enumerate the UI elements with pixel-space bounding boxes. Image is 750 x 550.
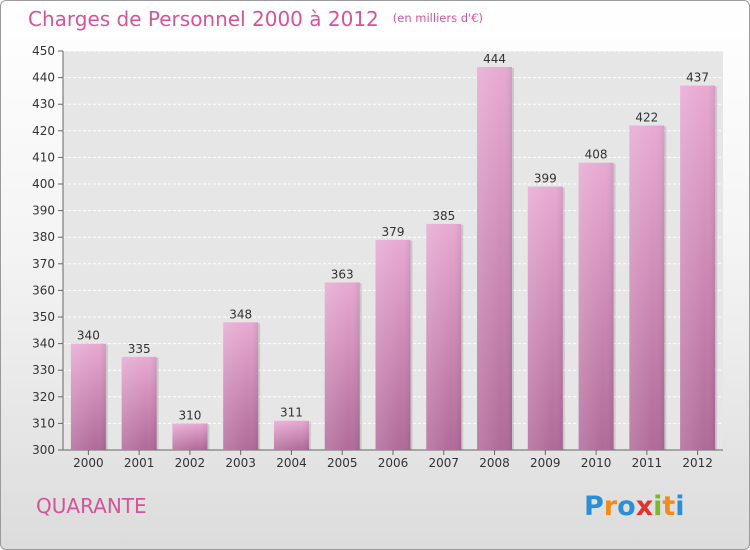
y-tick-label: 310 (32, 416, 55, 430)
bar-shade (527, 186, 563, 450)
bar-value-label: 363 (331, 267, 354, 281)
bar-shade (324, 282, 360, 450)
x-tick-label: 2009 (530, 456, 561, 470)
x-tick-label: 2010 (581, 456, 612, 470)
x-tick-label: 2004 (276, 456, 307, 470)
logo-letter: t (662, 491, 676, 522)
x-tick-label: 2007 (428, 456, 459, 470)
bar-shade (121, 356, 157, 450)
x-tick-label: 2011 (632, 456, 663, 470)
y-tick-label: 430 (32, 97, 55, 111)
x-tick-label: 2005 (327, 456, 358, 470)
bar-value-label: 311 (280, 406, 303, 420)
y-tick-label: 450 (32, 44, 55, 58)
bar-shade (426, 223, 462, 450)
bar-shade (680, 85, 716, 450)
y-tick-label: 320 (32, 390, 55, 404)
bar-value-label: 379 (382, 225, 405, 239)
y-tick-label: 420 (32, 124, 55, 138)
bar-shade (578, 162, 614, 450)
y-tick-label: 340 (32, 337, 55, 351)
bar-shade (375, 239, 411, 450)
logo-letter: x (635, 491, 654, 522)
x-tick-label: 2000 (73, 456, 104, 470)
y-tick-label: 300 (32, 443, 55, 457)
logo-letter: r (603, 491, 618, 522)
bar-shade (273, 420, 309, 450)
x-tick-label: 2003 (225, 456, 256, 470)
label-layer: 340 335 310 348 311 363 379 385 444 399 408 422 437 (77, 52, 709, 422)
bar-value-label: 444 (483, 52, 506, 66)
y-tick-label: 390 (32, 204, 55, 218)
bar-value-label: 408 (585, 148, 608, 162)
logo-letter: P (584, 491, 604, 522)
y-tick-label: 400 (32, 177, 55, 191)
proxiti-logo: Proxiti (584, 491, 685, 522)
y-tick-label: 410 (32, 150, 55, 164)
x-tick-label: 2012 (682, 456, 713, 470)
bar-value-label: 340 (77, 329, 100, 343)
bar-shade (629, 125, 665, 450)
logo-letter: i (653, 491, 663, 522)
x-tick-label: 2001 (124, 456, 155, 470)
bar-value-label: 310 (178, 408, 201, 422)
x-tick-label: 2006 (378, 456, 409, 470)
x-tick-label: 2008 (479, 456, 510, 470)
chart-title: Charges de Personnel 2000 à 2012 (en mill… (28, 7, 483, 31)
y-tick-label: 330 (32, 363, 55, 377)
bar-value-label: 422 (635, 110, 658, 124)
bar-shade (477, 66, 513, 451)
y-tick-label: 440 (32, 71, 55, 85)
logo-letter: o (617, 491, 636, 522)
bar-value-label: 335 (128, 342, 151, 356)
y-tick-label: 370 (32, 257, 55, 271)
logo-letter: i (675, 491, 685, 522)
bar-shade (223, 322, 259, 450)
bar-value-label: 437 (686, 71, 709, 85)
axis-layer: 300 310 320 330 340 350 360 370 380 390 400 410 420 4… (32, 44, 723, 470)
bar-value-label: 385 (432, 209, 455, 223)
bar-value-label: 348 (229, 307, 252, 321)
commune-name: QUARANTE (36, 494, 147, 518)
bar-shade (70, 343, 106, 450)
chart-title-text: Charges de Personnel 2000 à 2012 (28, 7, 379, 31)
bar-shade (172, 423, 208, 450)
chart-subtitle: (en milliers d'€) (392, 11, 483, 25)
y-tick-label: 360 (32, 283, 55, 297)
y-tick-label: 350 (32, 310, 55, 324)
bar-value-label: 399 (534, 172, 557, 186)
bar-layer (70, 66, 718, 451)
x-tick-label: 2002 (175, 456, 206, 470)
y-tick-label: 380 (32, 230, 55, 244)
